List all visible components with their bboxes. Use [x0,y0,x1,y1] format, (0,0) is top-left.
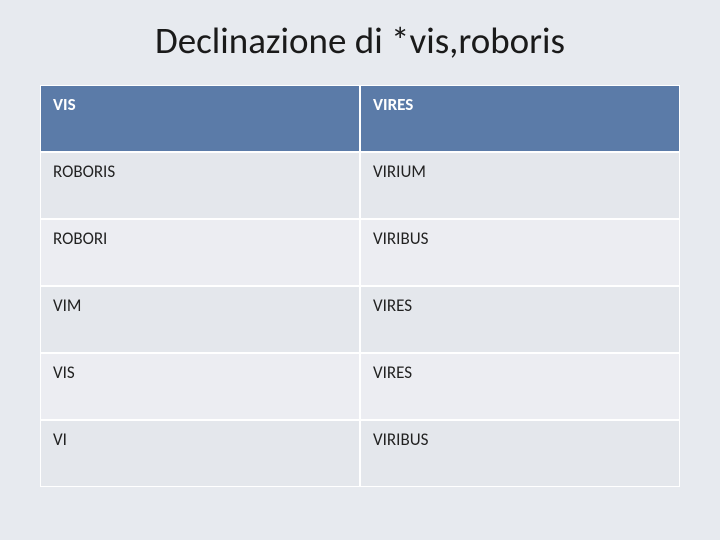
table-row: ROBORI VIRIBUS [40,219,680,286]
cell-plural: VIRES [360,286,680,353]
cell-singular: ROBORI [40,219,360,286]
table-row: VIS VIRES [40,353,680,420]
cell-plural: VIRIBUS [360,420,680,487]
cell-singular: VIS [40,353,360,420]
cell-singular: VIM [40,286,360,353]
table-row: VIM VIRES [40,286,680,353]
table-row: ROBORIS VIRIUM [40,152,680,219]
slide-container: Declinazione di *vis,roboris VIS VIRES R… [0,0,720,540]
declension-table: VIS VIRES ROBORIS VIRIUM ROBORI VIRIBUS … [40,85,680,487]
slide-title: Declinazione di *vis,roboris [0,18,720,63]
cell-plural: VIRES [360,353,680,420]
cell-plural: VIRIBUS [360,219,680,286]
header-cell-singular: VIS [40,85,360,152]
cell-plural: VIRIUM [360,152,680,219]
table-header-row: VIS VIRES [40,85,680,152]
header-cell-plural: VIRES [360,85,680,152]
table-row: VI VIRIBUS [40,420,680,487]
cell-singular: ROBORIS [40,152,360,219]
cell-singular: VI [40,420,360,487]
